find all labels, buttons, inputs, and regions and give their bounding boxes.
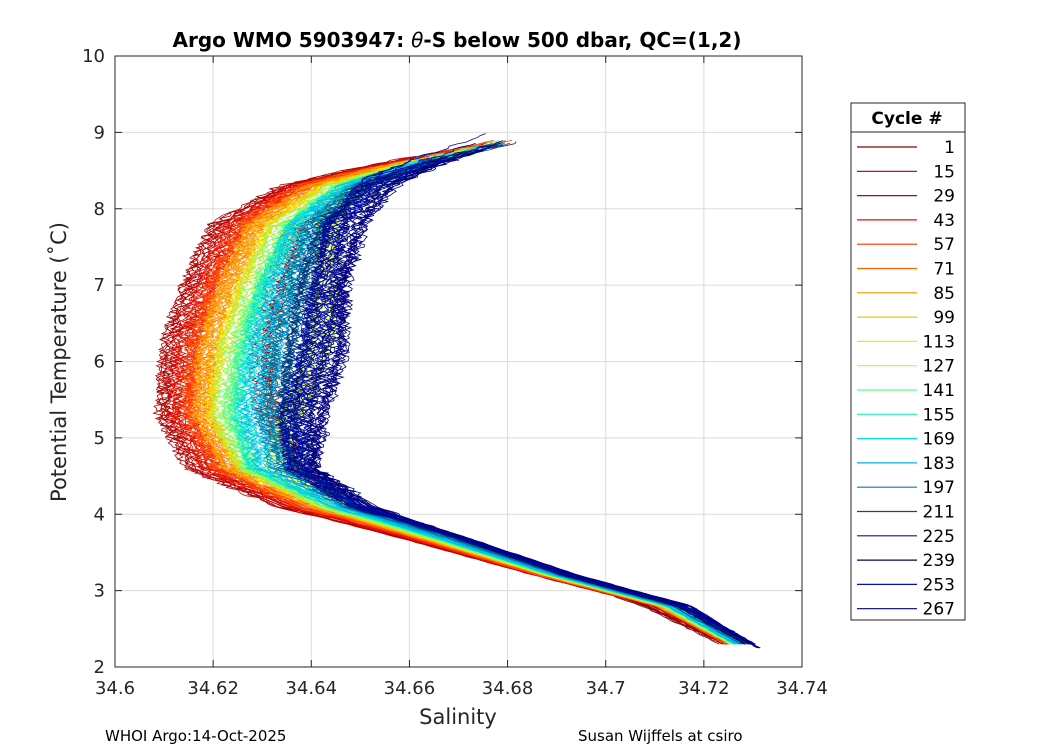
legend-label: 253: [923, 575, 955, 595]
legend-label: 155: [923, 405, 955, 425]
x-tick-label: 34.66: [384, 678, 436, 699]
legend-label: 239: [923, 551, 955, 571]
x-tick-label: 34.72: [678, 678, 730, 699]
legend-box: [850, 102, 966, 621]
legend-label: 71: [933, 260, 955, 280]
y-tick-label: 9: [94, 122, 105, 143]
legend-label: 197: [923, 478, 955, 498]
profile-line-cycle-197: [259, 159, 740, 645]
profile-line-cycle-253: [287, 157, 755, 645]
y-tick-label: 2: [94, 657, 105, 678]
profile-line-cycle-197: [262, 167, 741, 645]
x-tick-label: 34.62: [187, 678, 239, 699]
chart-title: Argo WMO 5903947: θ-S below 500 dbar, QC…: [173, 28, 742, 52]
legend-title: Cycle #: [871, 109, 942, 129]
profile-line-cycle-15: [153, 156, 726, 645]
legend-label: 43: [933, 211, 955, 231]
x-tick-label: 34.68: [482, 678, 534, 699]
axes: 34.6 34.62 34.64 34.66 34.68 34.7 34.72 34.74 2 3…: [82, 46, 828, 699]
y-tick-label: 10: [82, 46, 105, 67]
legend: Cycle # 1 15 29 43 57 71 85 99 113 127 141 155 169 18…: [850, 102, 966, 621]
y-tick-label: 3: [94, 581, 105, 602]
y-tick-label: 5: [94, 428, 105, 449]
legend-label: 57: [933, 235, 955, 255]
legend-label: 225: [923, 527, 955, 547]
x-tick-label: 34.6: [95, 678, 135, 699]
legend-label: 85: [933, 284, 955, 304]
x-tick-label: 34.7: [586, 678, 626, 699]
y-tick-label: 7: [94, 275, 105, 296]
y-axis-label: Potential Temperature (˚C): [47, 222, 71, 502]
profile-line-cycle-169: [239, 169, 736, 645]
profile-line-cycle-85: [192, 153, 731, 645]
legend-label: 211: [923, 503, 955, 523]
x-axis-label: Salinity: [419, 705, 497, 729]
y-tick-label: 8: [94, 199, 105, 220]
legend-label: 15: [933, 162, 955, 182]
footer-right: Susan Wijffels at csiro: [578, 727, 743, 745]
legend-label: 127: [923, 357, 955, 377]
legend-label: 113: [923, 332, 955, 352]
profile-line-cycle-99: [203, 156, 733, 645]
legend-label: 29: [933, 187, 955, 207]
x-tick-label: 34.64: [286, 678, 338, 699]
data-curves: [152, 133, 761, 649]
y-tick-label: 6: [94, 352, 105, 373]
profile-line-cycle-253: [285, 166, 753, 645]
profile-line-cycle-267: [306, 176, 759, 649]
legend-label: 169: [923, 430, 955, 450]
legend-label: 141: [923, 381, 955, 401]
plot-frame: [114, 55, 803, 668]
legend-label: 1: [944, 138, 955, 158]
profile-line-cycle-127: [210, 140, 730, 645]
legend-label: 99: [933, 308, 955, 328]
profile-line-cycle-267: [311, 151, 761, 649]
profile-line-cycle-57: [180, 139, 725, 645]
series-cycle-267: [306, 145, 761, 649]
x-tick-label: 34.74: [776, 678, 828, 699]
y-tick-label: 4: [94, 504, 105, 525]
legend-label: 183: [923, 454, 955, 474]
legend-label: 267: [923, 600, 955, 620]
profile-line-cycle-253: [277, 167, 749, 645]
profile-line-cycle-183: [264, 143, 745, 645]
footer-left: WHOI Argo:14-Oct-2025: [105, 727, 286, 745]
